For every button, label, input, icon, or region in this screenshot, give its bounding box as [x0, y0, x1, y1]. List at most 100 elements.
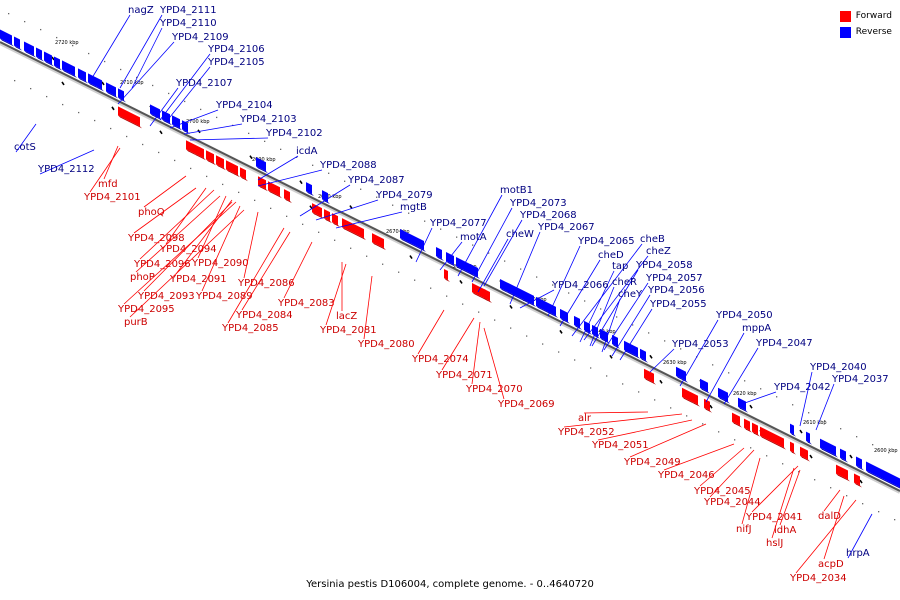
ruler-dot [206, 175, 208, 178]
reverse-gene-label: YPD4_2103 [239, 114, 297, 125]
ruler-dot [46, 95, 48, 98]
forward-gene-shadow [682, 396, 694, 404]
reverse-gene-leader [799, 371, 813, 427]
reverse-gene-shadow [436, 256, 444, 262]
legend-forward-label: Forward [855, 11, 892, 21]
ruler-dot [520, 268, 522, 270]
ruler-dot [622, 383, 624, 385]
forward-gene-leader [483, 327, 505, 400]
forward-gene-label: YPD4_2085 [221, 323, 279, 334]
forward-gene-leader [597, 419, 693, 441]
reverse-gene-leader [589, 286, 615, 347]
reverse-gene-leader [741, 391, 777, 405]
ruler-dot [248, 132, 250, 135]
kbp-tick-label: 2700 kbp [186, 119, 210, 125]
ruler-dot [302, 223, 304, 225]
reverse-gene-shadow [500, 287, 508, 293]
backbone-tick [749, 404, 753, 409]
forward-gene-shadow [372, 242, 386, 251]
reverse-gene-shadow [584, 329, 592, 335]
reverse-gene [24, 41, 34, 56]
reverse-gene-shadow [820, 447, 838, 458]
ruler-dot [190, 167, 192, 170]
reverse-gene-label: YPD4_2104 [215, 100, 273, 111]
forward-gene [744, 418, 750, 431]
reverse-gene-label: YPD4_2105 [207, 57, 265, 68]
kbp-tick-label: 2630 kbp [663, 360, 687, 366]
reverse-gene-leader [847, 513, 873, 559]
ruler-dot [494, 319, 496, 321]
forward-gene-shadow [284, 198, 292, 204]
reverse-gene-shadow [738, 406, 748, 413]
reverse-gene [62, 60, 70, 74]
ruler-dot [366, 255, 368, 257]
forward-gene-shadow [226, 169, 234, 175]
forward-gene-shadow [206, 159, 216, 166]
forward-gene-label: YPD4_2074 [411, 354, 469, 365]
ruler-dot [574, 359, 576, 361]
reverse-gene-leader [149, 87, 179, 127]
reverse-gene-leader [559, 259, 601, 327]
forward-gene-label: YPD4_2098 [127, 233, 185, 244]
forward-gene-label: YPD4_2045 [693, 486, 751, 497]
forward-gene-label: YPD4_2090 [191, 258, 249, 269]
reverse-gene-leader [315, 199, 379, 221]
forward-gene [484, 288, 490, 301]
ruler-dot [286, 215, 288, 217]
ruler-dot [62, 103, 64, 106]
reverse-gene-leader [257, 155, 299, 181]
forward-gene-label: phoQ [138, 207, 165, 218]
reverse-gene-shadow [536, 305, 558, 318]
backbone-tick [649, 354, 653, 359]
reverse-gene-shadow [0, 38, 14, 47]
reverse-gene [14, 36, 20, 49]
ruler-dot [40, 28, 42, 31]
forward-gene-label: mfd [98, 179, 118, 190]
reverse-gene [306, 182, 312, 195]
reverse-gene-leader [509, 231, 541, 305]
forward-gene-leader [771, 467, 795, 539]
reverse-gene [676, 366, 686, 381]
reverse-gene [624, 340, 638, 357]
reverse-gene-leader [571, 243, 643, 337]
reverse-gene [536, 296, 556, 316]
forward-gene-leader [243, 211, 259, 279]
reverse-gene [574, 315, 580, 328]
forward-gene-label: ldhA [774, 525, 796, 536]
forward-gene-shadow [342, 227, 366, 241]
reverse-gene [640, 348, 646, 361]
forward-gene-shadow [704, 407, 712, 413]
forward-gene-leader [89, 147, 121, 193]
ruler-dot [376, 196, 378, 198]
forward-gene [194, 144, 204, 159]
ruler-dot [750, 447, 752, 449]
reverse-gene [470, 263, 478, 277]
ruler-dot [8, 12, 10, 15]
kbp-tick-label: 2690 kbp [252, 157, 276, 163]
forward-gene-leader [823, 489, 841, 512]
reverse-gene [700, 378, 708, 392]
ruler-dot [238, 191, 240, 194]
ruler-dot [878, 511, 880, 513]
forward-gene-label: YPD4_2051 [591, 440, 649, 451]
forward-gene-label: nifJ [736, 524, 752, 535]
reverse-gene [118, 88, 124, 101]
kbp-tick-label: 2680 kbp [318, 194, 342, 200]
reverse-gene [256, 157, 266, 172]
forward-gene-label: YPD4_2084 [235, 310, 293, 321]
kbp-tick-label: 2670 kbp [386, 229, 410, 235]
forward-gene [644, 368, 654, 383]
reverse-gene-shadow [172, 124, 182, 131]
ruler-dot [200, 108, 202, 111]
forward-gene-label: dalD [818, 511, 841, 522]
forward-gene [226, 160, 232, 173]
ruler-dot [488, 252, 490, 254]
reverse-gene-shadow [700, 387, 710, 394]
forward-gene-shadow [484, 297, 492, 303]
ruler-dot [686, 415, 688, 417]
reverse-gene-leader [547, 245, 581, 317]
forward-gene-leader [227, 227, 285, 324]
reverse-gene [592, 324, 598, 337]
